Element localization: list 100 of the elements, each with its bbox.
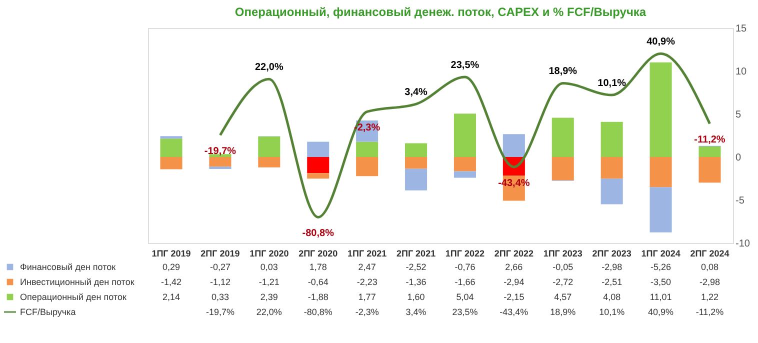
x-tick-label: 2ПГ 2024 — [690, 248, 730, 258]
text: 10,1% — [598, 78, 626, 90]
x-tick-label: 2ПГ 2020 — [298, 248, 338, 258]
x-tick-label: 1ПГ 2019 — [152, 248, 191, 258]
text: 23,5% — [450, 60, 480, 72]
bar — [650, 187, 672, 232]
bar — [405, 143, 428, 157]
bar — [307, 157, 330, 174]
data-label: -2,98 — [602, 262, 622, 272]
data-label: 40,9% — [648, 307, 674, 317]
text: 40,9% — [646, 36, 675, 48]
y-tick-label: -10 — [736, 238, 750, 250]
bar — [698, 157, 721, 183]
bar — [307, 142, 330, 157]
x-tick-label: 2ПГ 2019 — [200, 248, 240, 258]
data-label: 0,08 — [700, 262, 719, 272]
data-label: -19,7% — [206, 307, 234, 317]
data-label: 2,39 — [260, 292, 278, 302]
bar — [307, 173, 330, 179]
data-label: -1,21 — [258, 277, 280, 287]
data-label: 1,77 — [358, 292, 376, 302]
data-label: 23,5% — [452, 307, 478, 317]
bar — [356, 142, 378, 157]
legend-label: FCF/Выручка — [20, 307, 76, 317]
data-label: 3,4% — [406, 307, 426, 317]
data-label: -2,98 — [699, 277, 720, 287]
text: 22,0% — [254, 62, 284, 74]
data-label: -1,36 — [406, 277, 426, 287]
bar — [258, 136, 280, 157]
data-label: 22,0% — [256, 307, 282, 317]
bar — [600, 157, 623, 179]
bar — [502, 134, 525, 157]
data-label: -1,12 — [210, 277, 230, 287]
data-label: -2,3% — [355, 307, 379, 317]
text: -19,7% — [204, 146, 236, 158]
data-label: -2,94 — [504, 277, 524, 287]
data-label: 1,22 — [700, 292, 719, 302]
x-tick-label: 1ПГ 2024 — [641, 248, 680, 258]
bar — [552, 118, 574, 157]
text: 18,9% — [548, 66, 578, 78]
bar — [454, 114, 476, 157]
data-label: 0,03 — [260, 262, 278, 272]
data-label: 5,04 — [456, 292, 474, 302]
data-label: 0,33 — [211, 292, 229, 302]
data-label: -1,66 — [454, 277, 476, 287]
x-tick-label: 1ПГ 2022 — [445, 248, 485, 258]
x-tick-label: 2ПГ 2021 — [396, 248, 436, 258]
bar — [650, 62, 672, 157]
bar — [209, 154, 232, 157]
data-label: -43,4% — [500, 307, 528, 317]
data-label: -3,50 — [650, 277, 672, 287]
data-label: 2,66 — [505, 262, 523, 272]
bar — [160, 157, 182, 170]
data-label: -2,23 — [356, 277, 378, 287]
bar — [356, 157, 378, 176]
text: -80,8% — [302, 228, 334, 240]
data-label: -0,64 — [308, 277, 328, 287]
data-label: -80,8% — [304, 307, 332, 317]
data-label: -11,2% — [696, 307, 724, 317]
data-label: 11,01 — [650, 292, 672, 302]
bar — [600, 178, 623, 204]
data-label: -1,88 — [308, 292, 328, 302]
legend-label: Финансовый ден поток — [20, 262, 116, 272]
data-label: -2,15 — [504, 292, 524, 302]
data-label: 10,1% — [599, 307, 625, 317]
bar — [698, 146, 721, 157]
y-tick-label: 15 — [736, 24, 748, 34]
bar — [405, 168, 428, 190]
bar — [650, 157, 672, 188]
bar — [600, 122, 623, 157]
bar — [405, 157, 428, 169]
y-tick-label: 10 — [736, 66, 748, 78]
data-label: -0,76 — [454, 262, 476, 272]
x-tick-label: 1ПГ 2020 — [250, 248, 289, 258]
data-label: 1,60 — [407, 292, 425, 302]
data-label: -5,26 — [650, 262, 672, 272]
y-tick-label: 0 — [736, 152, 742, 164]
legend-label: Операционный ден поток — [20, 292, 126, 302]
y-tick-label: -5 — [736, 196, 745, 206]
legend-label: Инвестиционный ден поток — [20, 277, 134, 287]
bar — [258, 157, 280, 168]
text: -11,2% — [694, 134, 726, 146]
bar — [160, 138, 182, 157]
data-label: 2,14 — [162, 292, 180, 302]
bar — [454, 171, 476, 178]
y-tick-label: 5 — [736, 110, 742, 120]
data-label: 1,78 — [309, 262, 327, 272]
chart-title: Операционный, финансовый денеж. поток, CAPEX и % FCF/Выручка — [234, 5, 646, 19]
bar — [454, 157, 476, 172]
data-label: -1,42 — [160, 277, 182, 287]
x-tick-label: 1ПГ 2021 — [348, 248, 387, 258]
data-label: 4,08 — [603, 292, 621, 302]
data-label: 18,9% — [550, 307, 576, 317]
bar — [209, 157, 232, 167]
data-label: -0,27 — [210, 262, 230, 272]
bar — [160, 136, 182, 139]
data-label: -2,52 — [406, 262, 426, 272]
x-tick-label: 2ПГ 2022 — [494, 248, 534, 258]
text: 3,4% — [404, 87, 428, 98]
data-label: -2,72 — [552, 277, 574, 287]
